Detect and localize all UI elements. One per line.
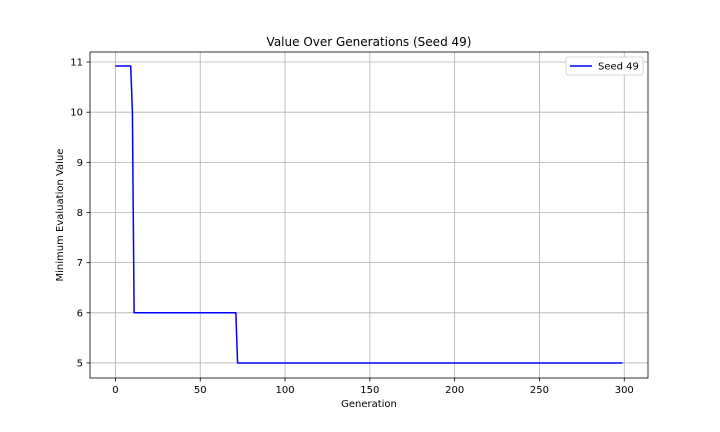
axis-ticks: 0 50 100 150 200 250 300 5 6 7 8 9 10 11 (70, 58, 634, 396)
y-tick-label: 6 (77, 308, 83, 319)
series-line (115, 65, 623, 364)
x-tick-label: 50 (194, 385, 207, 396)
y-tick-label: 10 (70, 108, 83, 119)
y-axis-label: Minimum Evaluation Value (55, 149, 66, 282)
grid-lines (90, 52, 648, 378)
x-tick-label: 0 (112, 385, 118, 396)
legend: Seed 49 (565, 56, 644, 76)
y-tick-label: 7 (77, 258, 83, 269)
x-tick-label: 150 (360, 385, 379, 396)
x-tick-label: 250 (530, 385, 549, 396)
y-tick-label: 8 (77, 208, 83, 219)
x-tick-label: 100 (275, 385, 294, 396)
plot-frame (89, 51, 649, 379)
x-tick-label: 300 (615, 385, 634, 396)
y-tick-label: 11 (70, 58, 83, 69)
x-tick-label: 200 (445, 385, 464, 396)
y-tick-label: 5 (77, 358, 83, 369)
chart-title: Value Over Generations (Seed 49) (267, 35, 472, 49)
y-tick-label: 9 (77, 158, 83, 169)
x-axis-label: Generation (341, 399, 397, 410)
series-layer (115, 65, 623, 364)
legend-box (565, 56, 644, 76)
legend-label: Seed 49 (598, 62, 639, 73)
